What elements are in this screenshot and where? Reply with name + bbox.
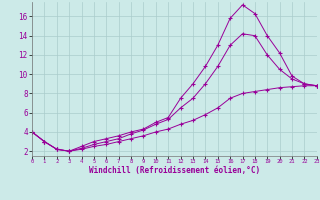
X-axis label: Windchill (Refroidissement éolien,°C): Windchill (Refroidissement éolien,°C) (89, 166, 260, 175)
